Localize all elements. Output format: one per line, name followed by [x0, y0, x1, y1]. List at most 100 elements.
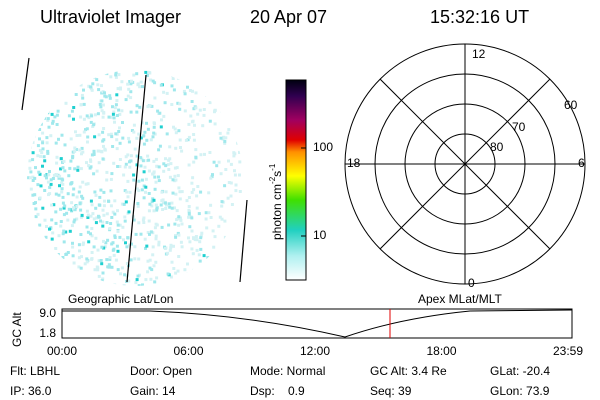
time-label: 06:00: [173, 344, 203, 358]
pixel: [101, 224, 105, 228]
pixel: [65, 211, 69, 215]
timeline-y-tick: 1.8: [39, 326, 56, 340]
pixel: [27, 129, 31, 133]
pixel: [235, 125, 239, 129]
pixel: [116, 165, 120, 168]
pixel: [195, 238, 199, 242]
pixel: [223, 235, 227, 239]
pixel: [92, 245, 96, 249]
pixel: [46, 149, 50, 153]
status-field: Seq: 39: [370, 384, 412, 398]
pixel: [67, 174, 71, 178]
pixel: [174, 271, 178, 275]
pixel: [198, 82, 202, 86]
pixel: [71, 254, 75, 258]
pixel: [79, 266, 83, 270]
pixel: [135, 163, 139, 167]
pixel: [51, 121, 55, 125]
pixel: [154, 203, 158, 207]
pixel: [234, 183, 238, 187]
pixel: [142, 170, 146, 174]
pixel: [92, 153, 96, 156]
pixel: [64, 101, 68, 105]
pixel: [105, 178, 109, 182]
timeline-title: Apex MLat/MLT: [418, 292, 502, 306]
pixel: [199, 266, 203, 270]
pixel: [136, 204, 140, 208]
pixel: [28, 134, 32, 138]
pixel: [62, 206, 66, 210]
pixel: [59, 84, 63, 88]
pixel: [48, 227, 51, 231]
mlt-label: 0: [468, 276, 475, 290]
pixel: [29, 284, 33, 286]
pixel: [46, 84, 50, 88]
pixel: [210, 175, 214, 179]
pixel: [238, 217, 241, 221]
pixel: [147, 158, 151, 162]
pixel: [55, 285, 59, 286]
pixel: [151, 253, 155, 257]
pixel: [31, 266, 35, 270]
pixel: [232, 78, 236, 82]
pixel: [89, 199, 93, 203]
polar-grid: [344, 43, 586, 285]
pixel: [179, 240, 183, 244]
pixel: [99, 105, 103, 109]
pixel: [121, 136, 125, 140]
pixel: [211, 173, 214, 177]
pixel: [28, 176, 32, 180]
pixel: [202, 254, 206, 258]
pixel: [178, 197, 182, 201]
pixel: [174, 192, 178, 196]
pixel: [155, 276, 159, 280]
pixel: [205, 226, 209, 230]
pixel: [109, 75, 113, 79]
pixel: [196, 112, 200, 116]
pixel: [137, 221, 141, 225]
pixel: [79, 115, 83, 119]
pixel: [142, 216, 146, 220]
pixel: [115, 220, 119, 224]
pixel: [102, 190, 106, 194]
pixel: [228, 278, 232, 282]
pixel: [177, 76, 181, 80]
pixel: [231, 279, 234, 283]
pixel: [192, 268, 195, 272]
pixel: [147, 169, 151, 173]
pixel: [233, 240, 237, 243]
pixel: [168, 175, 172, 179]
pixel: [97, 133, 101, 137]
pixel: [233, 280, 237, 284]
pixel: [166, 163, 170, 167]
pixel: [114, 258, 118, 262]
pixel: [47, 273, 51, 277]
pixel: [109, 222, 113, 225]
pixel: [212, 245, 216, 249]
pixel: [52, 173, 56, 177]
timeline-frame: [61, 308, 573, 339]
pixel: [180, 222, 184, 226]
pixel: [92, 149, 96, 153]
pixel: [55, 173, 59, 177]
pixel: [114, 75, 118, 79]
pixel: [146, 127, 150, 131]
pixel: [113, 199, 117, 203]
pixel: [40, 151, 44, 155]
pixel: [81, 180, 85, 184]
pixel: [77, 243, 81, 247]
pixel: [221, 92, 225, 96]
pixel: [117, 108, 121, 112]
pixel: [138, 105, 142, 109]
pixel: [70, 272, 74, 276]
pixel: [169, 243, 173, 247]
pixel: [133, 147, 137, 151]
pixel: [77, 190, 81, 194]
pixel: [121, 225, 125, 229]
pixel: [61, 75, 65, 79]
pixel: [57, 176, 61, 180]
pixel: [66, 218, 70, 222]
pixel: [106, 238, 110, 242]
pixel: [35, 120, 39, 123]
pixel: [113, 120, 116, 124]
